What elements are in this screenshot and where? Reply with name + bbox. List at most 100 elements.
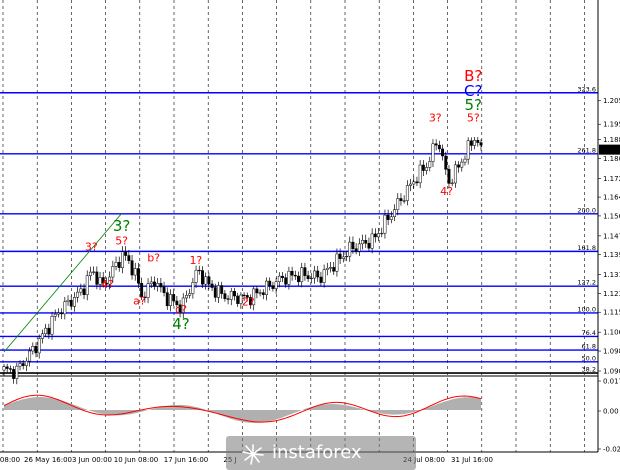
candle-body: [447, 169, 451, 184]
fib-level-label: 323.6: [577, 85, 596, 93]
candle-body: [140, 282, 144, 298]
wave-label: 1?: [189, 254, 202, 267]
trend-line: [3, 212, 123, 353]
candle-body: [69, 299, 73, 307]
candle-body: [377, 233, 380, 238]
candle-body: [389, 216, 393, 220]
oscillator-panel: 0.01782 0.00 -0.02198: [3, 378, 620, 454]
candle-body: [396, 198, 400, 210]
candle-body: [415, 181, 419, 184]
candle-body: [380, 232, 384, 235]
candle-body: [450, 182, 454, 184]
candle-body: [108, 276, 112, 285]
candle-body: [66, 299, 70, 302]
candle-body: [335, 253, 339, 272]
candle-body: [348, 241, 352, 257]
candle-body: [261, 292, 265, 295]
candle-body: [8, 368, 12, 370]
candle-body: [178, 304, 182, 313]
price-tick-label: 1.1806: [603, 155, 620, 163]
candle-body: [85, 275, 89, 295]
candle-body: [383, 214, 387, 234]
candle-body: [104, 282, 108, 285]
candle-body: [437, 144, 441, 150]
wave-label: 5?: [467, 112, 480, 125]
candle-body: [460, 161, 464, 168]
candle-body: [441, 148, 445, 157]
candle-body: [425, 167, 429, 171]
wave-label: 4?: [440, 185, 453, 198]
candle-body: [306, 275, 310, 279]
osc-tick-label: 0.00: [603, 408, 619, 416]
time-tick-label: 17 Jun 16:00: [164, 456, 208, 464]
candle-body: [197, 269, 201, 272]
candle-body: [133, 268, 137, 276]
candle-body: [463, 158, 467, 163]
candle-body: [130, 260, 134, 276]
price-tick-label: 1.1561: [603, 212, 620, 220]
wave-label: 3?: [85, 241, 98, 254]
candle-body: [82, 288, 86, 295]
candle-body: [207, 276, 211, 285]
candle-body: [28, 350, 32, 362]
candle-body: [44, 327, 48, 335]
candle-body: [277, 275, 281, 282]
candle-body: [172, 294, 176, 302]
wave-label: 3?: [429, 112, 442, 125]
osc-tick-label: -0.02198: [603, 446, 620, 454]
watermark-brand-text: instaforex: [272, 442, 362, 463]
candle-body: [236, 295, 240, 304]
candle-body: [18, 363, 22, 367]
candle-body: [393, 209, 396, 218]
time-tick-label: 3 Jun 00:00: [72, 456, 112, 464]
candle-body: [117, 262, 121, 268]
price-tick-label: 1.1721: [603, 175, 620, 183]
time-tick-label: 10 Jun 08:00: [114, 456, 158, 464]
candle-body: [56, 312, 60, 315]
candle-body: [274, 281, 278, 289]
candle-body: [220, 285, 224, 294]
wave-label: 5?: [115, 234, 128, 247]
candle-body: [127, 255, 131, 261]
fib-level-label: 161.8: [577, 244, 596, 252]
candle-body: [268, 280, 272, 286]
candle-body: [284, 277, 288, 285]
candle-body: [185, 295, 188, 299]
candle-body: [143, 296, 147, 298]
candle-body: [92, 271, 96, 273]
price-tick-label: 1.0986: [603, 348, 620, 356]
candle-body: [316, 270, 320, 278]
candle-body: [223, 293, 227, 299]
price-tick-label: 1.1066: [603, 329, 620, 337]
fib-level-label: 61.8: [582, 343, 596, 351]
price-tick-label: 1.0901: [603, 368, 620, 376]
candle-body: [431, 143, 435, 162]
candle-body: [322, 269, 326, 283]
candle-body: [162, 286, 166, 293]
candle-body: [114, 262, 118, 267]
candle-body: [165, 292, 169, 307]
instaforex-logo-icon: [242, 444, 264, 465]
candle-body: [319, 276, 323, 283]
candle-body: [40, 333, 44, 339]
candle-body: [364, 240, 368, 244]
candle-body: [434, 143, 438, 146]
candle-body: [98, 277, 102, 285]
candle-body: [370, 233, 374, 249]
candle-body: [47, 327, 51, 335]
candle-body: [149, 281, 153, 284]
oscillator-signal-line: [3, 394, 482, 423]
candle-body: [239, 294, 243, 304]
candle-body: [31, 346, 35, 352]
candle-body: [229, 291, 233, 300]
price-tick-label: 1.1951: [603, 121, 620, 129]
fib-level-label: 261.8: [577, 146, 596, 154]
candle-body: [332, 267, 336, 272]
wave-label: 4?: [101, 278, 114, 291]
candle-body: [473, 140, 477, 146]
candle-body: [76, 291, 80, 298]
candle-body: [341, 256, 345, 259]
candle-body: [72, 297, 76, 307]
candle-body: [300, 267, 304, 283]
candle-body: [354, 248, 358, 252]
